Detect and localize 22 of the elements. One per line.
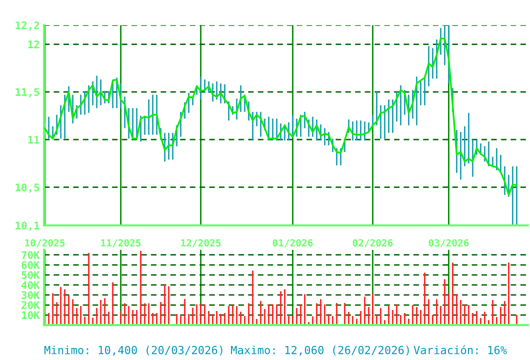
x-tick-label: 02/2026 [352, 239, 393, 248]
x-tick-label: 11/2025 [101, 239, 141, 248]
text: Variación: 16% [414, 345, 507, 354]
y-tick-label: 11,5 [16, 88, 40, 98]
x-tick-label: 12/2025 [181, 239, 221, 248]
y-tick-label: 12,2 [16, 21, 39, 31]
text: Maximo: 12,060 (26/02/2026) [231, 346, 409, 356]
y-tick-label: 30K [22, 291, 40, 300]
y-tick-label: 11 [28, 136, 40, 144]
text: Minimo: 10,400 (20/03/2026) [44, 346, 222, 356]
x-tick-label: 10/2025 [25, 239, 65, 248]
y-tick-label: 20K [22, 301, 40, 310]
y-tick-label: 10,5 [16, 183, 40, 193]
y-tick-label: 40K [22, 281, 40, 290]
y-tick-label: 12 [28, 40, 39, 48]
x-tick-label: 01/2026 [272, 239, 313, 248]
y-tick-label: 50K [22, 271, 40, 280]
x-tick-label: 03/2026 [428, 239, 469, 248]
y-tick-label: 10,1 [16, 222, 40, 231]
y-tick-label: 10K [22, 311, 40, 320]
y-tick-label: 60K [22, 261, 40, 270]
y-tick-label: 70K [22, 251, 40, 259]
